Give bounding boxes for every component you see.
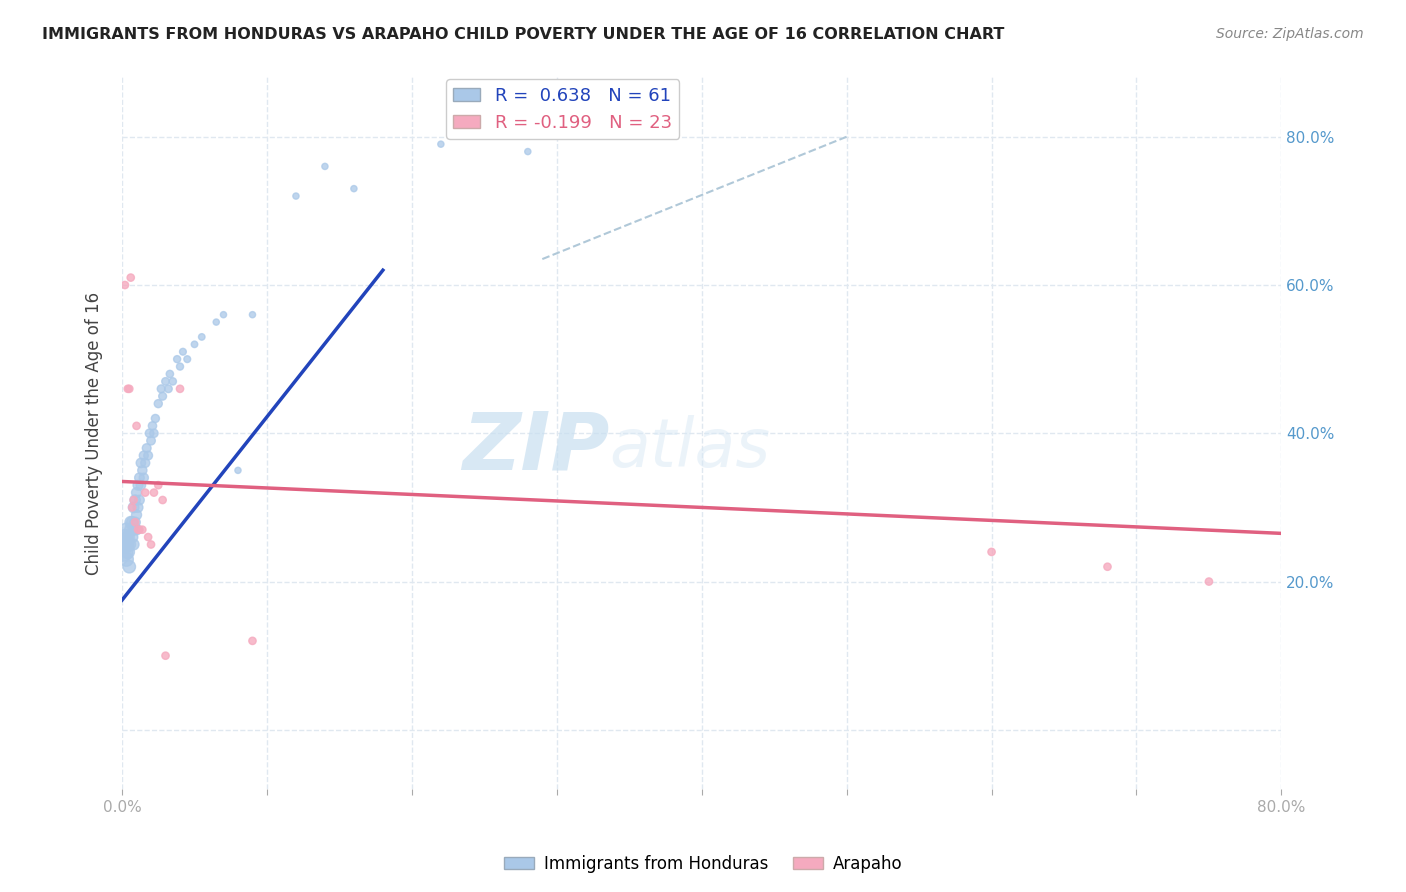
Point bbox=[139, 434, 162, 448]
Point bbox=[131, 463, 153, 477]
Text: IMMIGRANTS FROM HONDURAS VS ARAPAHO CHILD POVERTY UNDER THE AGE OF 16 CORRELATIO: IMMIGRANTS FROM HONDURAS VS ARAPAHO CHIL… bbox=[42, 27, 1004, 42]
Point bbox=[284, 189, 307, 203]
Point bbox=[1198, 574, 1220, 589]
Point bbox=[226, 463, 249, 477]
Point bbox=[121, 515, 143, 529]
Point bbox=[128, 471, 150, 485]
Point bbox=[142, 426, 165, 441]
Point bbox=[132, 449, 155, 463]
Point bbox=[117, 530, 139, 544]
Point bbox=[120, 523, 142, 537]
Point bbox=[242, 308, 264, 322]
Point bbox=[155, 648, 177, 663]
Point bbox=[152, 389, 174, 403]
Point bbox=[430, 137, 453, 152]
Point bbox=[125, 418, 148, 433]
Point bbox=[115, 537, 138, 551]
Point bbox=[122, 500, 145, 515]
Point bbox=[169, 359, 191, 374]
Point bbox=[114, 530, 136, 544]
Point bbox=[115, 552, 138, 566]
Point bbox=[142, 485, 165, 500]
Point bbox=[127, 523, 149, 537]
Point bbox=[169, 382, 191, 396]
Point bbox=[127, 500, 149, 515]
Point bbox=[112, 545, 135, 559]
Point bbox=[152, 493, 174, 508]
Legend: R =  0.638   N = 61, R = -0.199   N = 23: R = 0.638 N = 61, R = -0.199 N = 23 bbox=[446, 79, 679, 139]
Point bbox=[314, 160, 336, 174]
Point bbox=[124, 515, 146, 529]
Point bbox=[980, 545, 1002, 559]
Legend: Immigrants from Honduras, Arapaho: Immigrants from Honduras, Arapaho bbox=[496, 848, 910, 880]
Point bbox=[172, 344, 194, 359]
Point bbox=[516, 145, 538, 159]
Point bbox=[132, 471, 155, 485]
Text: ZIP: ZIP bbox=[461, 409, 609, 486]
Point bbox=[128, 523, 150, 537]
Point bbox=[124, 515, 146, 529]
Point bbox=[343, 181, 366, 195]
Point bbox=[148, 478, 170, 492]
Point bbox=[134, 485, 156, 500]
Point bbox=[205, 315, 228, 329]
Point bbox=[212, 308, 235, 322]
Point bbox=[118, 559, 141, 574]
Point bbox=[139, 537, 162, 551]
Point bbox=[138, 426, 160, 441]
Point bbox=[134, 456, 156, 470]
Point bbox=[114, 278, 136, 293]
Y-axis label: Child Poverty Under the Age of 16: Child Poverty Under the Age of 16 bbox=[86, 292, 103, 574]
Point bbox=[115, 523, 138, 537]
Point bbox=[157, 382, 180, 396]
Point bbox=[136, 530, 159, 544]
Point bbox=[129, 456, 152, 470]
Point bbox=[150, 382, 173, 396]
Point bbox=[128, 493, 150, 508]
Point bbox=[242, 633, 264, 648]
Point bbox=[125, 523, 148, 537]
Point bbox=[141, 418, 163, 433]
Point bbox=[148, 397, 170, 411]
Point bbox=[176, 352, 198, 367]
Point bbox=[162, 375, 184, 389]
Point bbox=[159, 367, 181, 381]
Point bbox=[121, 500, 143, 515]
Point bbox=[118, 537, 141, 551]
Point bbox=[117, 545, 139, 559]
Point bbox=[136, 449, 159, 463]
Point bbox=[190, 330, 212, 344]
Text: Source: ZipAtlas.com: Source: ZipAtlas.com bbox=[1216, 27, 1364, 41]
Point bbox=[120, 270, 142, 285]
Point bbox=[122, 493, 145, 508]
Point bbox=[135, 441, 157, 455]
Point bbox=[131, 523, 153, 537]
Point bbox=[122, 537, 145, 551]
Point bbox=[118, 382, 141, 396]
Point bbox=[129, 478, 152, 492]
Point bbox=[166, 352, 188, 367]
Point bbox=[125, 508, 148, 522]
Point bbox=[145, 411, 167, 425]
Point bbox=[114, 537, 136, 551]
Point bbox=[1097, 559, 1119, 574]
Point bbox=[124, 493, 146, 508]
Point bbox=[125, 485, 148, 500]
Text: atlas: atlas bbox=[609, 415, 770, 481]
Point bbox=[117, 382, 139, 396]
Point bbox=[155, 375, 177, 389]
Point bbox=[120, 515, 142, 529]
Point bbox=[121, 530, 143, 544]
Point bbox=[127, 478, 149, 492]
Point bbox=[183, 337, 205, 351]
Point bbox=[122, 523, 145, 537]
